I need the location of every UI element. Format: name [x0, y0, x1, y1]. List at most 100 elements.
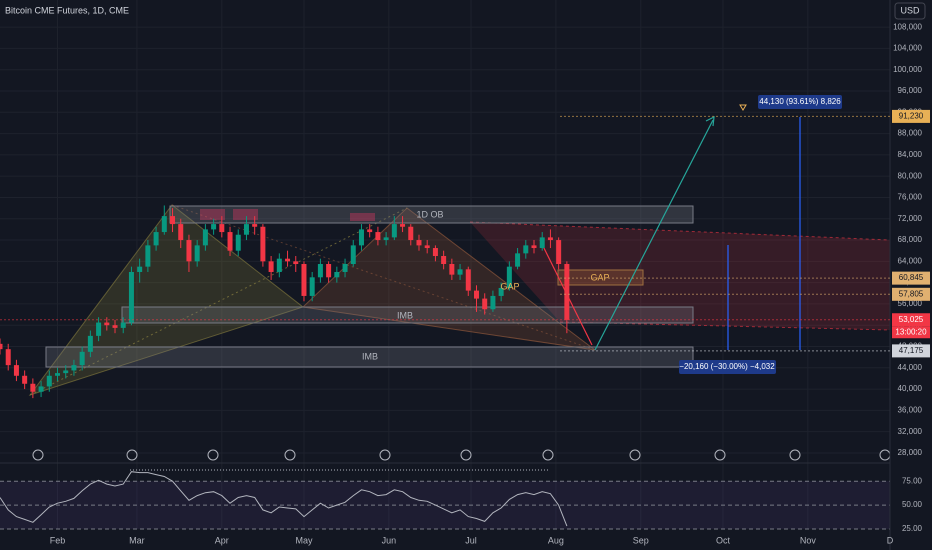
currency[interactable]: USD: [900, 5, 920, 15]
candle-body: [112, 325, 118, 328]
candle-body: [194, 245, 200, 262]
y-tick-label: 88,000: [898, 129, 923, 138]
candle-body: [276, 258, 282, 272]
measure-label: −20,160 (−30.00%) −4,032: [679, 362, 775, 371]
candle-body: [498, 287, 504, 296]
candle-body: [383, 237, 389, 241]
y-tick-label: 80,000: [898, 171, 923, 180]
price-label: 53,025: [899, 315, 924, 324]
candle-body: [531, 245, 537, 249]
candle-body: [260, 226, 266, 262]
candle-body: [482, 298, 488, 310]
annotation-labels: 1D OB GAP GAP IMB IMB 44,130 (93.61%) 8,…: [362, 97, 841, 371]
candle-body: [473, 290, 479, 299]
candle-body: [432, 248, 438, 257]
candle-body: [391, 224, 397, 238]
marks-layer: 28,00032,00036,00040,00044,00048,00052,0…: [0, 22, 930, 545]
candle-body: [342, 264, 348, 272]
y-tick-label: 56,000: [898, 299, 923, 308]
y-tick-label: 72,000: [898, 214, 923, 223]
rsi-line: [0, 471, 568, 527]
channel-top: [469, 221, 891, 241]
candle-body: [30, 383, 36, 392]
y-tick-label: 68,000: [898, 235, 923, 244]
candle-body: [145, 245, 151, 267]
price-label-box: [892, 109, 930, 123]
price-label-box: [892, 271, 930, 285]
flag-icon: [739, 104, 747, 111]
candle-body: [211, 224, 217, 230]
candle-body: [465, 269, 471, 291]
price-label: 91,230: [899, 112, 924, 121]
price-label: 60,845: [899, 273, 924, 282]
annotation: 1D OB: [416, 209, 443, 219]
price-label-box: [892, 313, 930, 327]
measure-label: 44,130 (93.61%) 8,826: [759, 97, 841, 106]
y-tick-label: 36,000: [898, 405, 923, 414]
x-tick-label: Nov: [800, 535, 817, 545]
x-tick-label: Aug: [548, 535, 564, 545]
y-tick-label: 44,000: [898, 363, 923, 372]
candle-body: [515, 253, 521, 267]
x-tick-label: Jul: [465, 535, 477, 545]
annotation: IMB: [362, 351, 378, 361]
candle-body: [523, 245, 529, 254]
candle-body: [547, 237, 553, 241]
x-tick-label: Jun: [382, 535, 397, 545]
candle-body: [128, 271, 134, 323]
ob-box: [169, 205, 694, 224]
candle-body: [367, 229, 373, 233]
currency-button[interactable]: [894, 2, 926, 20]
candle-body: [186, 240, 192, 262]
candle-body: [120, 322, 126, 328]
x-tick-label: Feb: [50, 535, 66, 545]
y-tick-label: 76,000: [898, 193, 923, 202]
y-tick-label: 108,000: [893, 22, 922, 31]
ob-mini: [350, 213, 375, 221]
channel: [470, 222, 890, 330]
projection-up: [594, 119, 714, 351]
x-tick-label: Apr: [215, 535, 229, 545]
candle-body: [63, 370, 69, 374]
candle-body: [317, 264, 323, 278]
candle-body: [46, 375, 52, 387]
candle-body: [161, 216, 167, 233]
imb-box: [121, 306, 694, 324]
candle-body: [285, 258, 291, 262]
candle-body: [556, 240, 562, 264]
candle-body: [301, 264, 307, 296]
annotation: GAP: [590, 272, 609, 282]
candle-body: [243, 224, 249, 235]
candle-body: [252, 224, 258, 227]
drawings: [0, 0, 891, 550]
countdown: 13:00:20: [895, 327, 927, 336]
candle-body: [170, 216, 176, 225]
candle-body: [457, 269, 463, 275]
candle-body: [416, 240, 422, 246]
candle-body: [5, 349, 11, 366]
candle-body: [227, 232, 233, 251]
measure-box: [679, 360, 776, 374]
annotation: GAP: [500, 281, 519, 291]
candle-body: [235, 234, 241, 251]
countdown-box: [892, 326, 930, 339]
price-label-box: [892, 344, 930, 358]
candle-body: [424, 245, 430, 249]
y-tick-label: 28,000: [898, 448, 923, 457]
candle-body: [441, 256, 447, 264]
candle-body: [96, 322, 102, 336]
y-tick-label: 100,000: [893, 65, 922, 74]
candle-body: [309, 277, 315, 296]
y-tick-label: 32,000: [898, 427, 923, 436]
candle-body: [104, 322, 110, 326]
candle-body: [55, 373, 61, 376]
y-tick-label: 104,000: [893, 44, 922, 53]
x-tick-label: Oct: [716, 535, 731, 545]
ob-mini: [233, 209, 258, 220]
candle-body: [490, 295, 496, 310]
candle-body: [506, 266, 512, 288]
y-tick-label: 40,000: [898, 384, 923, 393]
candle-body: [408, 226, 414, 241]
y-tick-label: 96,000: [898, 86, 923, 95]
price-label: 57,805: [899, 289, 924, 298]
